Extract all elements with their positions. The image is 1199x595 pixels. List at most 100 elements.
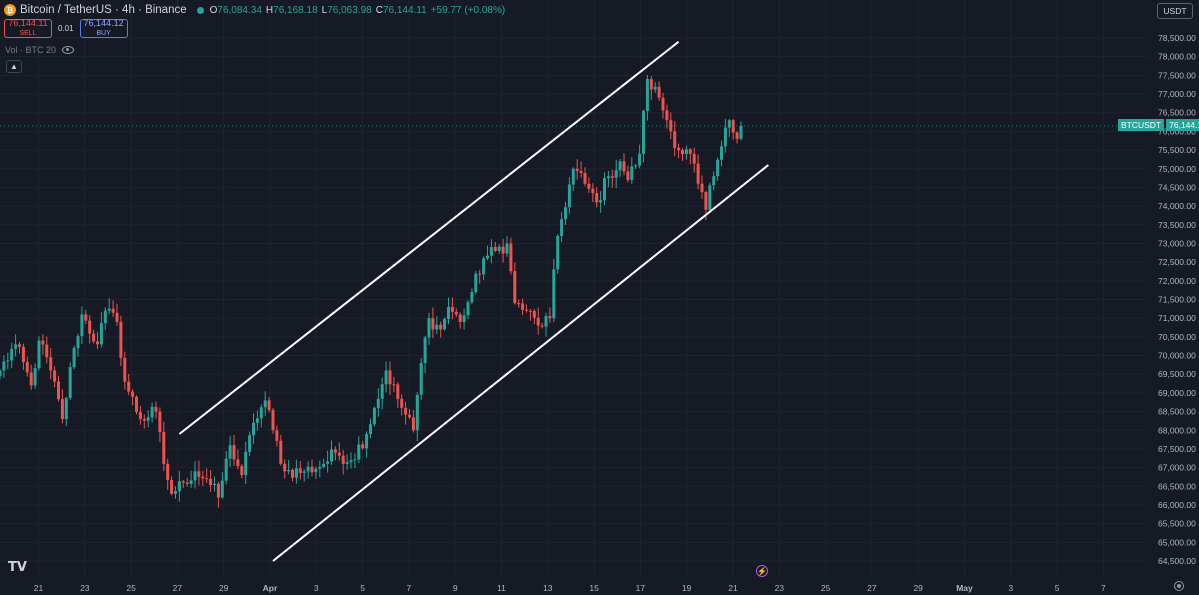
y-tick-label: 69,500.00 bbox=[1158, 369, 1196, 379]
candle-body bbox=[306, 466, 310, 472]
ohlc-value: 76,144.11 bbox=[382, 4, 427, 16]
candle-body bbox=[216, 483, 220, 498]
candle-body bbox=[158, 411, 162, 432]
sell-price: 76,144.11 bbox=[8, 18, 48, 28]
candle-body bbox=[400, 398, 404, 408]
collapse-legend-button[interactable]: ▲ bbox=[6, 60, 22, 73]
candle-body bbox=[2, 361, 6, 371]
candle-body bbox=[661, 97, 665, 111]
symbol-header: ₿ Bitcoin / TetherUS · 4h · Binance O 76,… bbox=[4, 2, 505, 18]
candle-body bbox=[634, 165, 638, 167]
ohlc-key: O bbox=[209, 4, 218, 16]
volume-indicator-label[interactable]: Vol · BTC 20 bbox=[5, 45, 75, 55]
candle-body bbox=[548, 316, 552, 319]
candle-body bbox=[614, 170, 618, 178]
candle-body bbox=[84, 314, 88, 321]
candle-body bbox=[505, 243, 509, 254]
bitcoin-icon: ₿ bbox=[4, 4, 16, 16]
candle-body bbox=[497, 246, 501, 251]
y-tick-label: 67,500.00 bbox=[1158, 444, 1196, 454]
candle-body bbox=[536, 317, 540, 326]
candle-body bbox=[427, 318, 431, 338]
candle-body bbox=[72, 348, 76, 368]
candle-body bbox=[68, 367, 72, 398]
y-tick-label: 76,500.00 bbox=[1158, 108, 1196, 118]
x-tick-label: 25 bbox=[126, 583, 136, 593]
candle-body bbox=[236, 459, 240, 467]
y-tick-label: 70,000.00 bbox=[1158, 351, 1196, 361]
candle-body bbox=[681, 150, 684, 155]
candle-body bbox=[587, 183, 591, 189]
eye-icon[interactable] bbox=[62, 46, 75, 54]
candle-body bbox=[673, 131, 677, 148]
candle-body bbox=[240, 466, 244, 476]
ohlc-key: H bbox=[265, 4, 274, 16]
tradingview-logo-icon[interactable]: TV bbox=[8, 560, 27, 575]
candle-body bbox=[177, 481, 181, 492]
y-tick-label: 68,000.00 bbox=[1158, 425, 1196, 435]
candle-body bbox=[0, 370, 2, 377]
candle-body bbox=[396, 384, 400, 399]
price-axis-bg bbox=[1150, 0, 1199, 595]
ohlc-item: H76,168.18 bbox=[266, 5, 318, 16]
x-tick-label: 29 bbox=[219, 583, 229, 593]
candle-body bbox=[255, 418, 259, 423]
candle-body bbox=[150, 406, 154, 418]
candle-body bbox=[6, 360, 10, 362]
y-tick-label: 71,500.00 bbox=[1158, 295, 1196, 305]
candle-body bbox=[411, 417, 415, 431]
candle-body bbox=[564, 207, 567, 220]
x-tick-label: 23 bbox=[775, 583, 785, 593]
y-tick-label: 75,500.00 bbox=[1158, 145, 1196, 155]
candle-body bbox=[170, 480, 174, 494]
candle-body bbox=[700, 183, 704, 193]
candle-body bbox=[626, 171, 630, 180]
candle-body bbox=[21, 346, 25, 363]
candle-body bbox=[111, 308, 115, 313]
candle-body bbox=[49, 357, 53, 371]
volume-label-text: Vol · BTC 20 bbox=[5, 45, 57, 55]
candle-body bbox=[408, 414, 411, 418]
candle-body bbox=[271, 409, 275, 431]
candle-body bbox=[704, 192, 708, 210]
candle-body bbox=[431, 318, 435, 330]
candle-body bbox=[333, 449, 337, 453]
candle-body bbox=[310, 466, 314, 473]
ohlc-item: L76,063.98 bbox=[322, 5, 372, 16]
symbol-title[interactable]: Bitcoin / TetherUS · 4h · Binance bbox=[20, 4, 187, 16]
candle-body bbox=[599, 200, 603, 203]
candle-body bbox=[606, 176, 610, 179]
y-tick-label: 69,000.00 bbox=[1158, 388, 1196, 398]
candle-body bbox=[174, 491, 177, 494]
candle-body bbox=[326, 461, 330, 464]
candle-body bbox=[291, 469, 294, 478]
candle-body bbox=[201, 476, 205, 479]
candle-body bbox=[392, 384, 396, 386]
price-axis[interactable]: 78,500.00 78,000.00 77,500.00 77,000.00 76,5… bbox=[1150, 0, 1199, 595]
candle-body bbox=[103, 310, 107, 324]
candle-body bbox=[657, 86, 661, 98]
x-tick-label: May bbox=[956, 583, 973, 593]
y-tick-label: 66,500.00 bbox=[1158, 481, 1196, 491]
sell-button[interactable]: 76,144.11 SELL bbox=[4, 19, 52, 38]
currency-select[interactable]: USDT bbox=[1157, 3, 1193, 19]
candle-body bbox=[353, 459, 357, 461]
lightning-icon[interactable]: ⚡ bbox=[756, 565, 768, 577]
candle-body bbox=[645, 79, 649, 111]
buy-button[interactable]: 76,144.12 BUY bbox=[79, 19, 128, 38]
gear-icon[interactable] bbox=[1174, 581, 1184, 591]
y-tick-label: 65,500.00 bbox=[1158, 519, 1196, 529]
candle-body bbox=[579, 171, 583, 174]
candle-body bbox=[567, 184, 571, 208]
time-axis[interactable]: 21 23 25 27 29 Apr 3 5 7 9 11 13 15 17 19 21 23 25 27 29 May… bbox=[34, 583, 1106, 593]
candle-body bbox=[259, 407, 263, 419]
candle-body bbox=[439, 324, 443, 330]
candle-body bbox=[735, 132, 739, 139]
candle-body bbox=[669, 120, 673, 132]
candle-body bbox=[493, 247, 497, 251]
price-channel[interactable] bbox=[0, 40, 1150, 562]
candle-body bbox=[470, 292, 474, 303]
candle-body bbox=[181, 481, 185, 483]
candle-body bbox=[642, 110, 645, 154]
